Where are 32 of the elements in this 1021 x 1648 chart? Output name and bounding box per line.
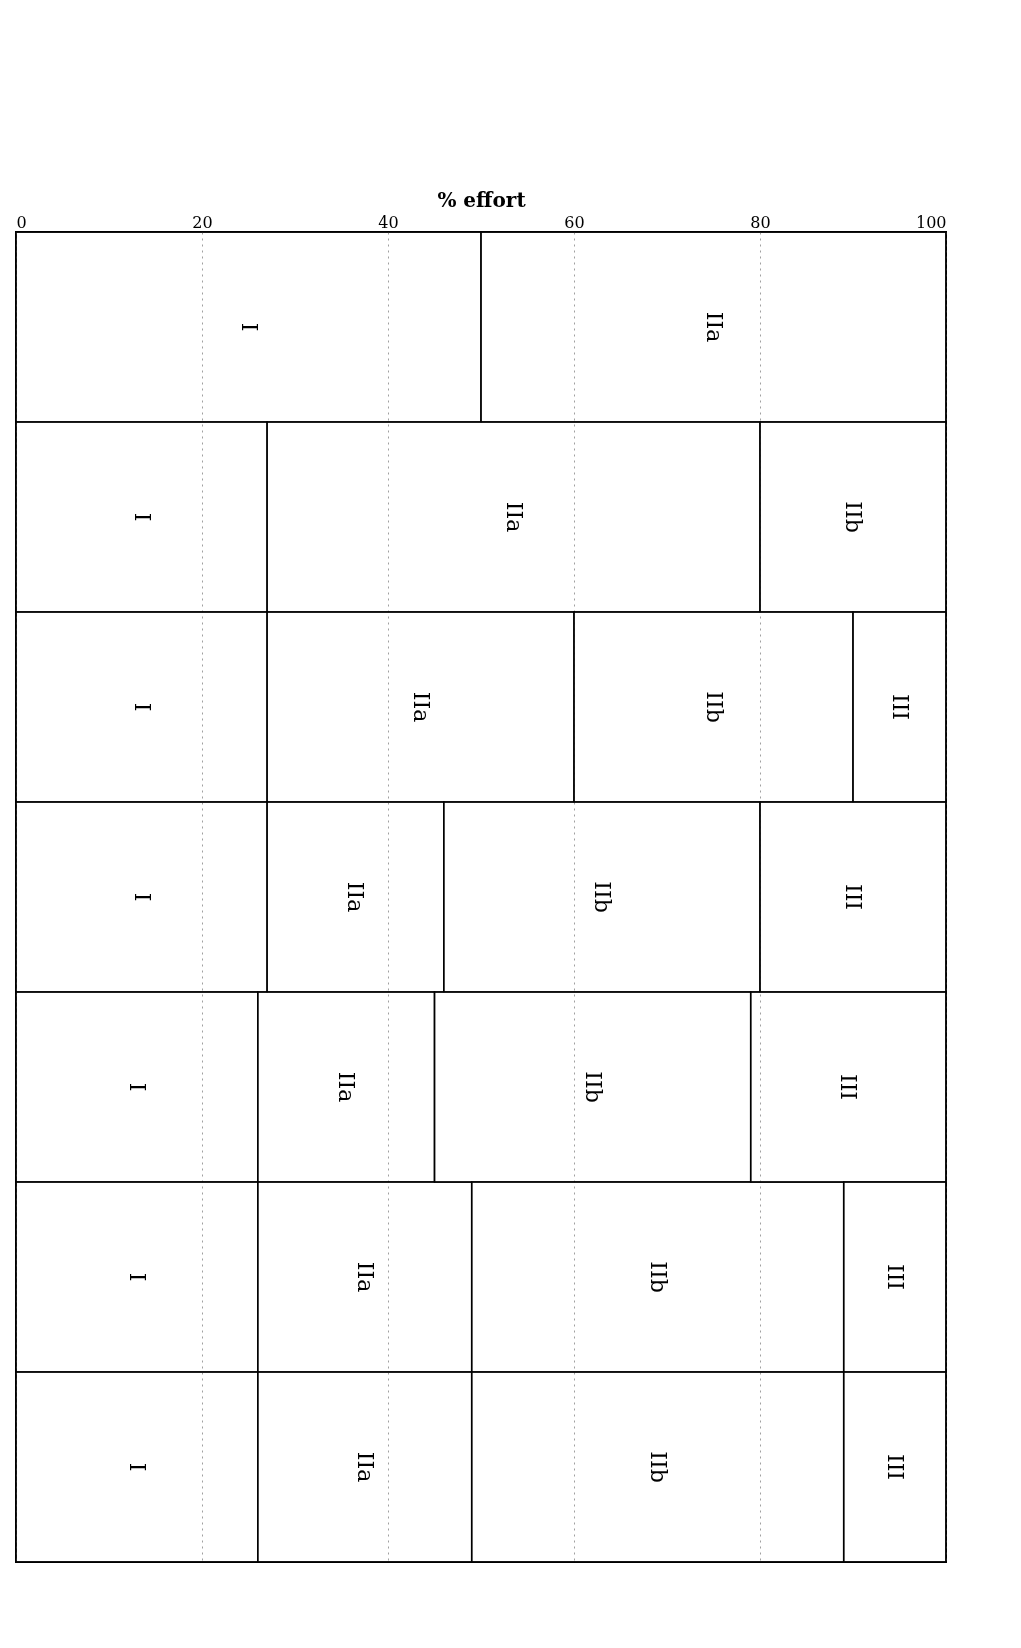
text: I xyxy=(129,512,155,522)
series-label: IIb xyxy=(841,501,866,533)
series-label: III xyxy=(887,693,913,721)
x-tick-label: 100 xyxy=(915,212,947,232)
text: III xyxy=(841,883,866,911)
series-label: IIa xyxy=(343,881,369,913)
text: I xyxy=(124,1462,150,1472)
text: IIa xyxy=(501,501,527,533)
text: I xyxy=(129,702,155,712)
text: I xyxy=(129,892,155,902)
x-tick-label: 20 xyxy=(192,212,213,232)
text: IIa xyxy=(352,1451,378,1483)
text: IIb xyxy=(701,691,727,723)
x-tick-label: 80 xyxy=(750,212,771,232)
text: IIa xyxy=(408,691,434,723)
text: IIb xyxy=(645,1451,671,1483)
x-tick-label: 40 xyxy=(378,212,399,232)
text: III xyxy=(836,1073,862,1101)
text: III xyxy=(882,1263,908,1291)
text: III xyxy=(882,1453,908,1481)
x-tick-label: 60 xyxy=(564,212,585,232)
text: IIb xyxy=(580,1071,606,1103)
text: I xyxy=(124,1082,150,1092)
x-axis-title: % effort xyxy=(437,187,527,212)
text: I xyxy=(124,1272,150,1282)
text: IIa xyxy=(334,1071,360,1103)
text: IIb xyxy=(645,1261,671,1293)
x-tick-label: 0 xyxy=(16,212,27,232)
series-label: I xyxy=(236,322,262,332)
text: IIa xyxy=(352,1261,378,1293)
text: IIa xyxy=(701,311,727,343)
text: IIb xyxy=(589,881,615,913)
